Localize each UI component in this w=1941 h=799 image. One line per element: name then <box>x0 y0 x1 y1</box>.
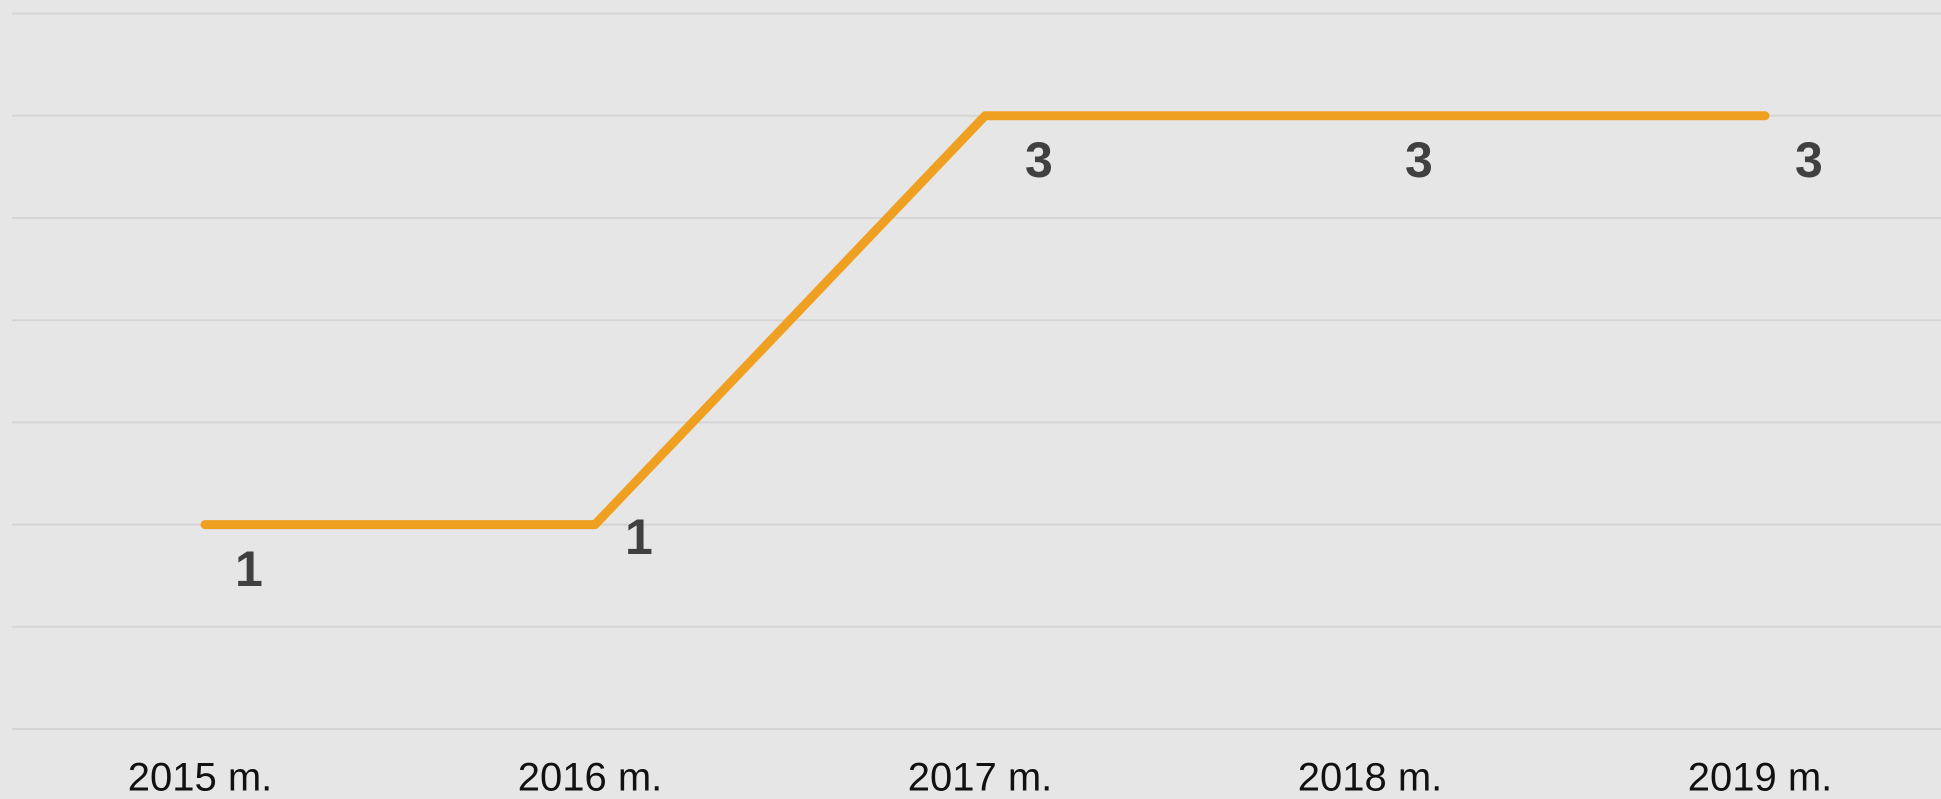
data-label: 1 <box>235 541 263 597</box>
x-tick-label: 2017 m. <box>908 756 1053 799</box>
line <box>200 111 1770 530</box>
x-tick-label: 2015 m. <box>128 756 273 799</box>
data-label: 1 <box>625 509 653 565</box>
data-label: 3 <box>1025 132 1053 188</box>
data-label: 3 <box>1405 132 1433 188</box>
x-tick-label: 2019 m. <box>1688 756 1833 799</box>
x-tick-label: 2018 m. <box>1298 756 1443 799</box>
x-tick-label: 2016 m. <box>518 756 663 799</box>
data-label: 3 <box>1795 132 1823 188</box>
